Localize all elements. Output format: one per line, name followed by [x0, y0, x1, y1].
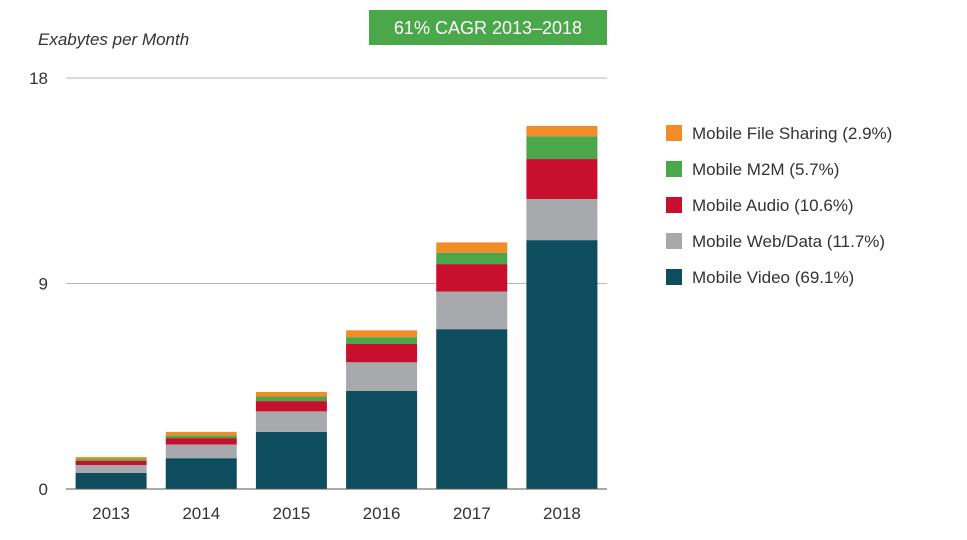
cagr-annotation-background [369, 10, 607, 45]
bar-segment [526, 199, 598, 241]
x-tick-label: 2016 [363, 504, 401, 523]
bar-segment [165, 458, 237, 489]
bar-segment [165, 435, 237, 439]
legend-item: Mobile Video (69.1%) [666, 268, 854, 287]
y-axis-ticks: 0 9 18 [29, 69, 48, 499]
x-tick-label: 2015 [273, 504, 311, 523]
bar-segment [436, 252, 508, 265]
legend-item: Mobile File Sharing (2.9%) [666, 124, 892, 143]
bar-stack-2013 [75, 457, 147, 489]
bar-stack-2017 [436, 242, 508, 489]
bar-segment [526, 159, 598, 200]
bar-segment [165, 431, 237, 436]
x-tick-label: 2018 [543, 504, 581, 523]
bar-segment [75, 465, 147, 474]
bar-segment [346, 330, 418, 338]
bar-segment [436, 242, 508, 253]
bars [75, 125, 598, 489]
cagr-annotation-text: 61% CAGR 2013–2018 [394, 18, 582, 38]
bar-stack-2015 [255, 391, 327, 489]
bar-segment [346, 390, 418, 489]
bar-stack-2018 [526, 125, 598, 489]
bar-segment [436, 329, 508, 489]
legend: Mobile File Sharing (2.9%) Mobile M2M (5.… [666, 124, 892, 287]
cagr-annotation: 61% CAGR 2013–2018 [369, 10, 607, 45]
legend-label: Mobile Web/Data (11.7%) [692, 232, 885, 251]
bar-segment [526, 136, 598, 160]
x-tick-label: 2013 [92, 504, 130, 523]
legend-swatch [666, 197, 682, 213]
legend-item: Mobile M2M (5.7%) [666, 160, 839, 179]
bar-segment [75, 473, 147, 489]
bar-stack-2016 [346, 330, 418, 489]
bar-segment [526, 125, 598, 137]
y-axis-label: Exabytes per Month [38, 30, 189, 49]
y-tick-label: 9 [39, 275, 48, 294]
legend-label: Mobile Audio (10.6%) [692, 196, 854, 215]
bar-segment [165, 438, 237, 445]
bar-segment [255, 391, 327, 397]
bar-segment [255, 431, 327, 489]
gridlines [66, 77, 607, 284]
legend-swatch [666, 269, 682, 285]
x-tick-label: 2017 [453, 504, 491, 523]
x-tick-label: 2014 [182, 504, 220, 523]
legend-item: Mobile Audio (10.6%) [666, 196, 854, 215]
x-axis-ticks: 2013 2014 2015 2016 2017 2018 [92, 504, 581, 523]
legend-swatch [666, 161, 682, 177]
bar-segment [346, 362, 418, 391]
legend-label: Mobile Video (69.1%) [692, 268, 854, 287]
bar-segment [75, 459, 147, 461]
legend-label: Mobile File Sharing (2.9%) [692, 124, 892, 143]
bar-segment [165, 444, 237, 459]
y-tick-label: 0 [39, 480, 48, 499]
bar-segment [436, 291, 508, 330]
bar-segment [346, 337, 418, 345]
bar-segment [255, 411, 327, 432]
bar-stack-2014 [165, 431, 237, 489]
legend-item: Mobile Web/Data (11.7%) [666, 232, 885, 251]
bar-segment [346, 344, 418, 363]
legend-swatch [666, 125, 682, 141]
legend-swatch [666, 233, 682, 249]
bar-segment [255, 396, 327, 402]
bar-segment [75, 457, 147, 460]
bar-segment [526, 240, 598, 489]
bar-segment [75, 460, 147, 466]
legend-label: Mobile M2M (5.7%) [692, 160, 839, 179]
bar-segment [436, 264, 508, 292]
bar-segment [255, 401, 327, 412]
y-tick-label: 18 [29, 69, 48, 88]
